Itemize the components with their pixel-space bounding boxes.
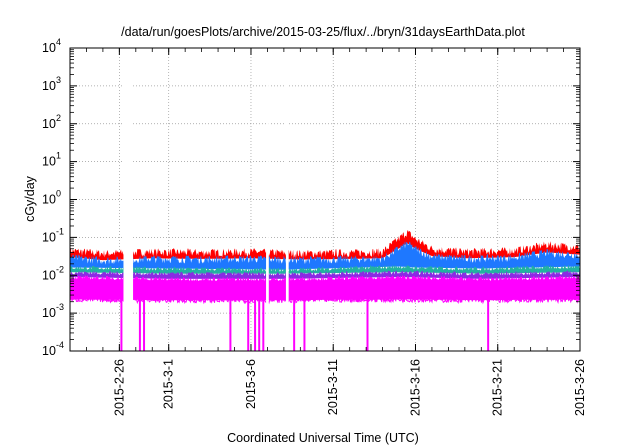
x-tick-labels: 2015-2-26 2015-3-1 2015-3-6 2015-3-11 2015-3…	[112, 359, 587, 416]
x-tick-label: 2015-3-6	[244, 359, 258, 409]
series-line	[69, 295, 581, 305]
data-gap	[266, 49, 269, 351]
y-tick-base: 10	[42, 117, 56, 131]
y-tick-label: 10 0	[42, 189, 61, 207]
x-tick-label: 2015-3-1	[162, 359, 176, 409]
y-tick-exponent: 2	[56, 113, 61, 123]
series-band	[70, 264, 580, 274]
y-tick-base: 10	[42, 155, 56, 169]
series-band	[70, 270, 580, 279]
series-band	[70, 230, 580, 261]
x-axis-label: Coordinated Universal Time (UTC)	[227, 431, 419, 445]
y-tick-label: 10 -1	[42, 226, 64, 244]
y-tick-exponent: -4	[56, 340, 64, 350]
data-gap	[123, 49, 134, 351]
y-tick-label: 10 3	[42, 75, 61, 93]
x-tick-label: 2015-2-26	[112, 359, 126, 416]
axis-ticks	[70, 47, 581, 352]
y-tick-base: 10	[42, 230, 56, 244]
y-tick-base: 10	[42, 41, 56, 55]
y-tick-exponent: -3	[56, 302, 64, 312]
data-dropouts	[120, 295, 490, 351]
y-tick-label: 10 -2	[42, 264, 64, 282]
y-tick-exponent: -2	[56, 264, 64, 274]
data-gaps	[123, 49, 289, 351]
y-tick-base: 10	[42, 344, 56, 358]
x-tick-label: 2015-3-26	[573, 359, 587, 416]
data-gap	[285, 49, 289, 351]
y-tick-label: 10 2	[42, 113, 61, 131]
series-band	[70, 275, 580, 301]
y-tick-base: 10	[42, 79, 56, 93]
x-tick-label: 2015-3-21	[491, 359, 505, 416]
y-tick-exponent: 1	[56, 151, 61, 161]
chart-title: /data/run/goesPlots/archive/2015-03-25/f…	[121, 25, 525, 39]
y-tick-label: 10 -4	[42, 340, 64, 358]
y-tick-exponent: 3	[56, 75, 61, 85]
y-tick-label: 10 4	[42, 37, 61, 55]
y-axis-label: cGy/day	[23, 175, 37, 222]
y-tick-label: 10 -3	[42, 302, 64, 320]
y-tick-exponent: 4	[56, 37, 61, 47]
y-tick-base: 10	[42, 193, 56, 207]
y-tick-label: 10 1	[42, 151, 61, 169]
y-tick-base: 10	[42, 306, 56, 320]
x-tick-label: 2015-3-11	[326, 359, 340, 415]
x-tick-label: 2015-3-16	[408, 359, 422, 416]
data-bands	[69, 230, 581, 305]
y-tick-base: 10	[42, 268, 56, 282]
y-tick-exponent: 0	[56, 189, 61, 199]
series-band	[70, 241, 580, 270]
y-tick-exponent: -1	[56, 226, 64, 236]
